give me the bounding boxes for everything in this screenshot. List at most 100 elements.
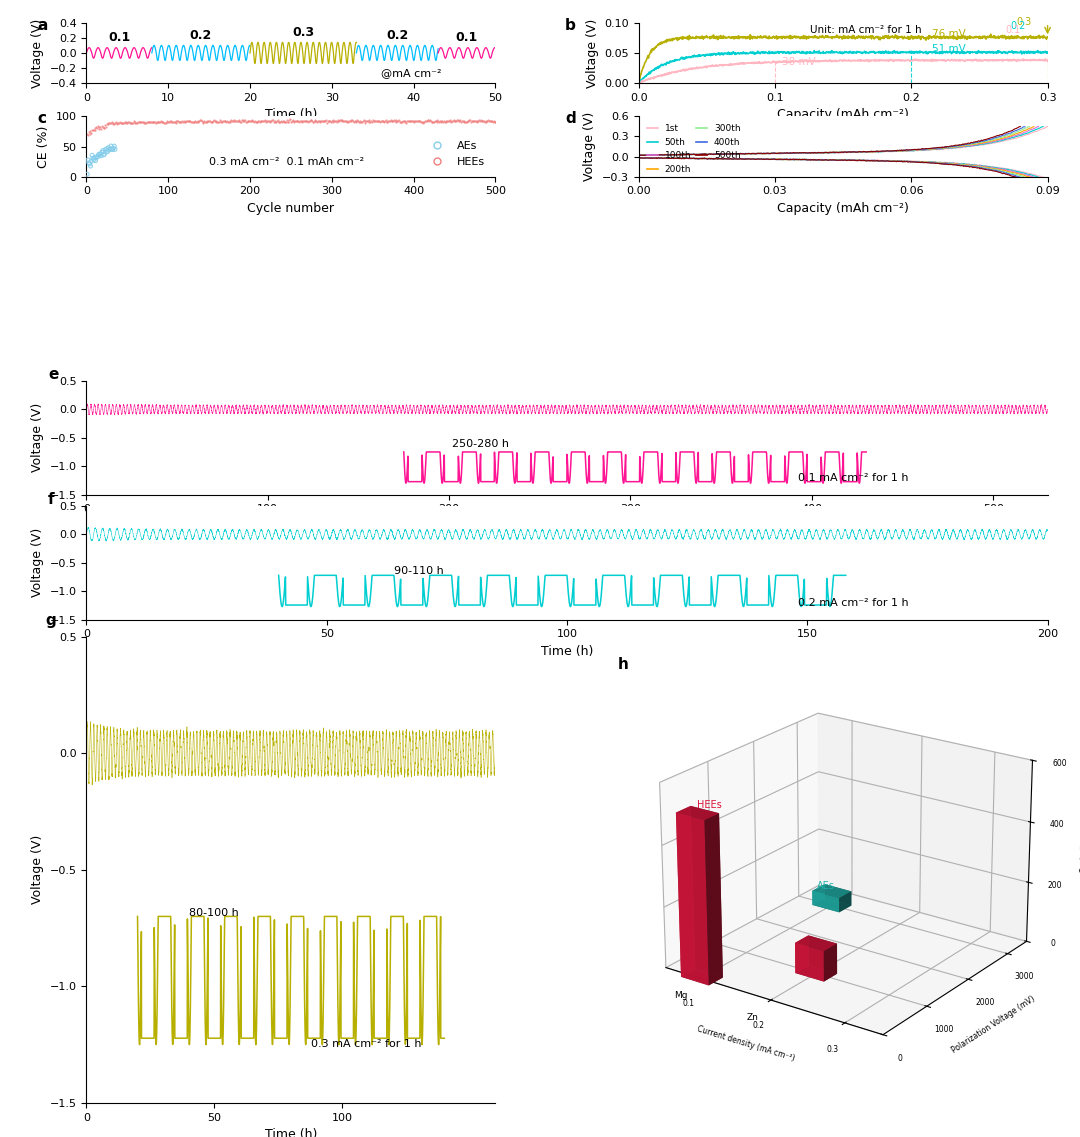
Point [455,111,472,130]
Text: e: e [48,367,58,382]
Point [232,113,249,131]
Point [86,118,104,136]
Point [198,113,215,131]
Point [174,113,191,131]
Point [334,111,351,130]
Text: b: b [565,18,576,33]
Point [132,113,149,131]
Point [105,139,122,157]
Point [360,111,377,130]
Point [300,111,318,130]
Point [175,111,192,130]
Point [315,113,333,131]
Point [117,113,134,131]
Point [281,111,298,130]
Point [107,140,124,158]
Point [437,111,455,130]
Point [459,113,476,131]
Y-axis label: Polarization Voltage (mV): Polarization Voltage (mV) [949,995,1037,1055]
Point [408,113,426,131]
Point [220,113,238,131]
Point [292,113,309,131]
Point [357,111,375,130]
Point [475,113,492,131]
Point [453,113,470,131]
Point [293,111,310,130]
Point [287,111,305,130]
Point [280,113,297,131]
Point [84,149,102,167]
Point [361,114,378,132]
Point [198,113,215,131]
Point [299,113,316,131]
Point [307,111,324,130]
Point [240,113,257,131]
Point [356,114,374,132]
Text: h: h [618,657,629,672]
X-axis label: Time (h): Time (h) [541,645,593,658]
Point [339,111,356,130]
Point [136,114,153,132]
Point [403,111,420,130]
Point [123,114,140,132]
Point [215,111,232,130]
Point [435,113,453,131]
Point [420,111,437,130]
Point [487,113,504,131]
Point [432,113,449,131]
Point [481,113,498,131]
Point [144,113,161,131]
Point [318,111,335,130]
Point [103,114,120,132]
Point [428,111,445,130]
Point [321,111,338,130]
Point [79,165,96,183]
Point [328,113,346,131]
Point [217,113,234,131]
Point [161,111,178,130]
Point [379,113,396,131]
Point [352,113,369,131]
Point [444,113,461,131]
Point [347,113,364,131]
Point [190,113,207,131]
Text: 0.2 mA cm⁻² for 1 h: 0.2 mA cm⁻² for 1 h [798,598,908,608]
Point [372,113,389,131]
Point [375,111,392,130]
Point [445,111,462,130]
Point [135,114,152,132]
Point [82,157,99,175]
Point [222,111,240,130]
Point [265,111,282,130]
Point [486,114,503,132]
Point [484,111,501,130]
Point [485,113,502,131]
Point [353,113,370,131]
Text: 0.1 mA cm⁻² for 1 h: 0.1 mA cm⁻² for 1 h [798,473,908,483]
Point [106,115,123,133]
Point [393,113,410,131]
Point [414,113,431,131]
Point [162,113,179,131]
Point [189,113,206,131]
Point [296,111,313,130]
Point [274,113,292,131]
Point [106,138,123,156]
Point [419,111,436,130]
Point [450,111,468,130]
Point [383,111,401,130]
Point [471,110,488,128]
Text: 51 mV: 51 mV [932,43,966,53]
Point [159,113,176,131]
Point [386,110,403,128]
Point [228,111,245,130]
Point [454,113,471,131]
Text: 0.2: 0.2 [1011,20,1026,31]
Point [228,113,245,131]
Point [269,111,286,130]
Point [395,111,413,130]
Point [205,111,222,130]
Point [330,111,348,130]
Point [292,113,309,131]
Point [378,113,395,131]
